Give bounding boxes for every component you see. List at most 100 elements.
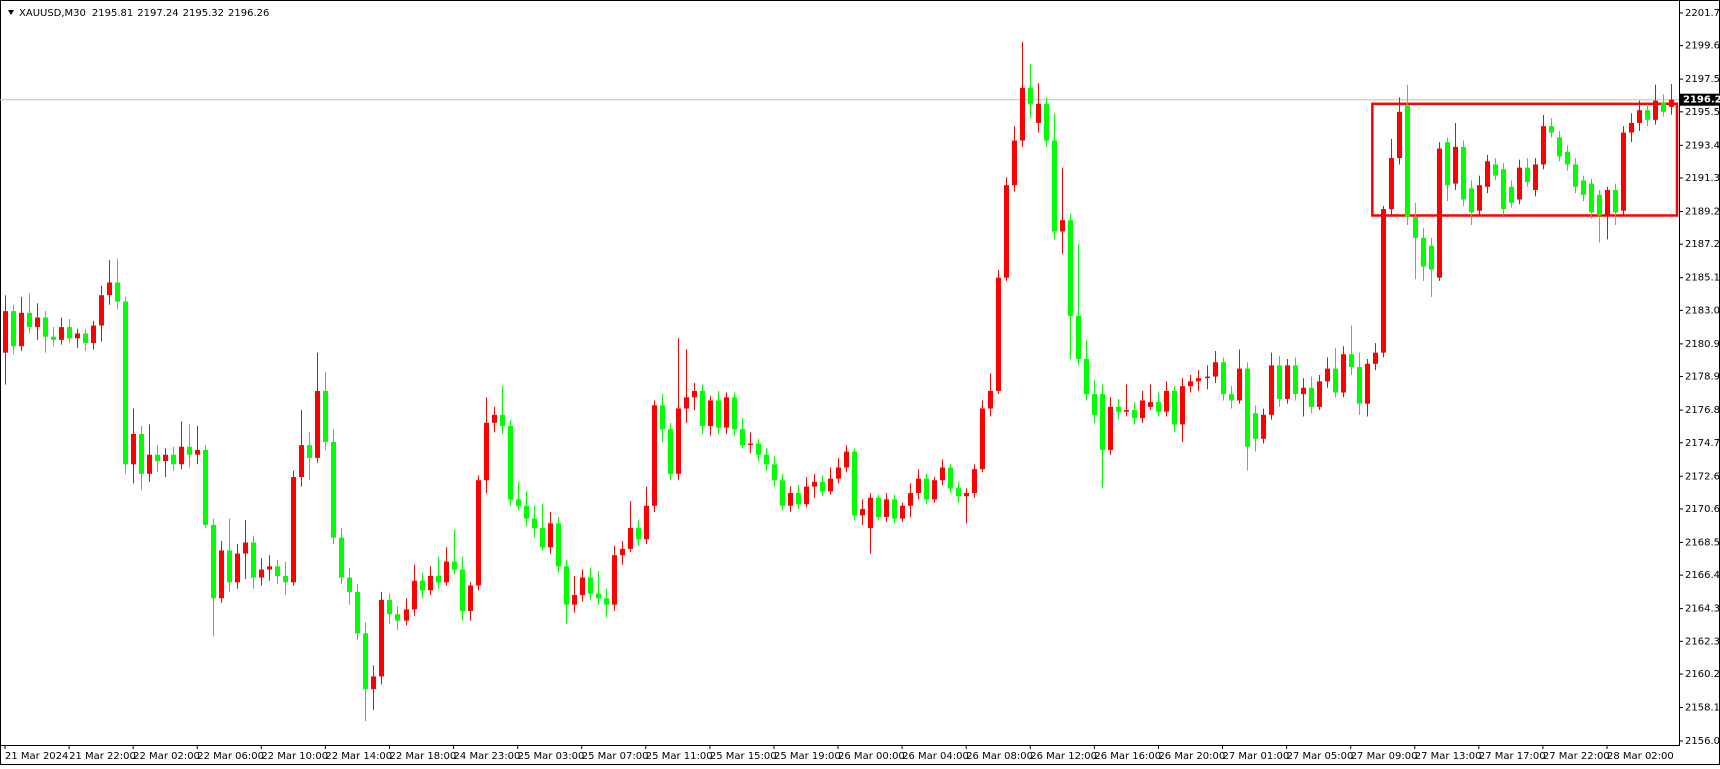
candle-body <box>299 445 304 478</box>
candle-body <box>1269 365 1274 415</box>
candle-body <box>548 523 553 548</box>
close-value: 2196.26 <box>228 8 269 19</box>
candle-body <box>956 488 961 497</box>
candle-body <box>716 400 721 428</box>
candle-body <box>692 390 697 398</box>
candle-body <box>1629 122 1634 133</box>
candle-body <box>1004 185 1009 278</box>
open-value: 2195.81 <box>92 8 133 19</box>
x-tick-label: 25 Mar 03:00 <box>518 751 585 762</box>
candle-body <box>251 542 256 578</box>
y-tick-label: 2168.50 <box>1685 537 1720 548</box>
candle-body <box>1493 164 1498 176</box>
y-tick-label: 2197.55 <box>1685 74 1720 85</box>
plot <box>0 41 1679 722</box>
candle-body <box>1301 387 1306 395</box>
candle-body <box>1076 315 1081 360</box>
candle-body <box>123 301 128 465</box>
candle-body <box>604 598 609 605</box>
candle-body <box>596 593 601 599</box>
x-tick-label: 25 Mar 07:00 <box>582 751 649 762</box>
candle-body <box>99 295 104 326</box>
candle-body <box>996 277 1001 391</box>
x-tick-label: 28 Mar 02:00 <box>1607 751 1674 762</box>
candle-body <box>171 454 176 465</box>
candle-body <box>700 390 705 427</box>
candle-body <box>492 414 497 423</box>
candle-body <box>339 537 344 578</box>
candle-body <box>1597 194 1602 216</box>
candle-body <box>1188 381 1193 387</box>
candle-body <box>1541 126 1546 165</box>
y-tick-label: 2166.45 <box>1685 570 1720 581</box>
x-tick-label: 22 Mar 02:00 <box>133 751 200 762</box>
candle-body <box>75 333 80 339</box>
y-tick-label: 2189.25 <box>1685 206 1720 217</box>
candle-body <box>804 486 809 505</box>
candle-body <box>1373 352 1378 364</box>
candle-body <box>444 561 449 583</box>
candle-body <box>500 414 505 427</box>
candle-body <box>259 569 264 578</box>
candle-body <box>820 481 825 492</box>
candle-body <box>564 566 569 605</box>
candle-body <box>1028 87 1033 104</box>
candle-body <box>1052 140 1057 232</box>
candle-body <box>283 575 288 583</box>
candle-body <box>235 553 240 583</box>
candle-body <box>1012 140 1017 186</box>
candle-body <box>1309 387 1314 407</box>
candle-body <box>580 577 585 596</box>
candle-body <box>51 336 56 340</box>
y-tick-label: 2170.60 <box>1685 504 1720 515</box>
candle-body <box>1461 146 1466 200</box>
x-tick-label: 27 Mar 13:00 <box>1415 751 1482 762</box>
candle-body <box>796 493 801 505</box>
candle-body <box>1317 381 1322 407</box>
candle-body <box>1429 245 1434 270</box>
candle-body <box>828 478 833 492</box>
high-value: 2197.24 <box>137 8 178 19</box>
y-tick-label: 2162.30 <box>1685 636 1720 647</box>
candle-body <box>163 454 168 462</box>
candle-body <box>524 505 529 519</box>
y-tick-label: 2183.05 <box>1685 305 1720 316</box>
x-tick-label: 22 Mar 18:00 <box>389 751 456 762</box>
x-tick-label: 26 Mar 00:00 <box>838 751 905 762</box>
candle-body <box>315 390 320 458</box>
candle-body <box>1116 406 1121 412</box>
candle-body <box>572 595 577 605</box>
candle-body <box>1557 137 1562 157</box>
candle-body <box>195 449 200 455</box>
candle-body <box>1517 167 1522 200</box>
candle-body <box>1172 390 1177 425</box>
candle-body <box>1437 148 1442 278</box>
candle-body <box>732 397 737 430</box>
candle-body <box>1100 394 1105 450</box>
candle-body <box>1485 161 1490 187</box>
y-tick-label: 2193.40 <box>1685 140 1720 151</box>
candle-body <box>1229 394 1234 401</box>
candle-body <box>1445 142 1450 186</box>
candle-body <box>1132 410 1137 419</box>
candle-body <box>1124 410 1129 412</box>
candle-body <box>1084 359 1089 395</box>
candle-body <box>756 443 761 455</box>
collapse-icon[interactable] <box>8 10 14 15</box>
candle-body <box>395 614 400 621</box>
candle-body <box>1044 103 1049 141</box>
candle-body <box>1092 394 1097 415</box>
candle-body <box>147 454 152 474</box>
candle-body <box>243 542 248 554</box>
candle-body <box>83 333 88 344</box>
candle-body <box>1413 217 1418 238</box>
candle-body <box>1180 386 1185 425</box>
candle-body <box>323 390 328 442</box>
candle-body <box>1253 413 1258 439</box>
candle-body <box>1637 110 1642 123</box>
candle-body <box>516 499 521 506</box>
candle-body <box>1293 365 1298 395</box>
x-tick-label: 25 Mar 15:00 <box>710 751 777 762</box>
candle-body <box>948 467 953 489</box>
